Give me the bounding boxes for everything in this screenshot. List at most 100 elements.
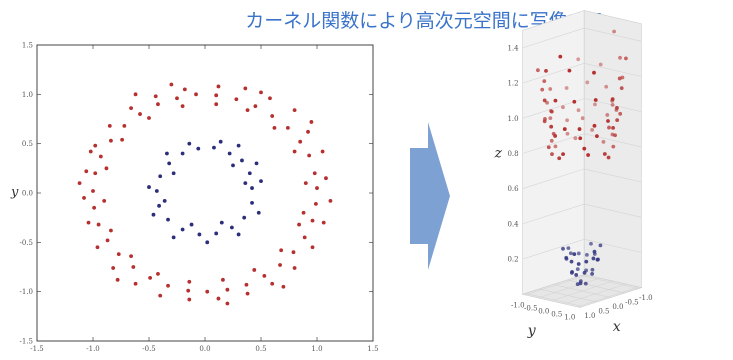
data-point (109, 138, 113, 143)
data-point (129, 106, 133, 111)
z-tick-label: 0.8 (507, 150, 518, 158)
floor-grid-line (577, 286, 639, 308)
data-point (548, 116, 553, 121)
data-point (182, 87, 187, 92)
data-point (301, 210, 306, 215)
y-tick-label: 0.0 (22, 190, 33, 198)
data-point (259, 179, 263, 184)
data-point (259, 90, 263, 95)
y-axis-label: y (527, 323, 537, 339)
data-point (315, 186, 319, 190)
data-point (565, 131, 570, 136)
data-point (105, 238, 110, 243)
data-point (158, 293, 163, 298)
data-point (240, 158, 244, 163)
data-point (292, 266, 297, 270)
data-point (612, 29, 616, 34)
data-point (196, 146, 201, 151)
data-point (102, 198, 107, 203)
figure-title: カーネル関数により高次元空間に写像する。 (245, 10, 625, 32)
data-point (175, 96, 179, 101)
data-point (570, 270, 574, 274)
data-point (328, 198, 333, 203)
z-grid-line (522, 133, 642, 154)
data-point (270, 114, 275, 118)
data-point (549, 124, 554, 129)
data-point (542, 79, 547, 84)
floor-grid-line (525, 293, 583, 307)
data-point (553, 134, 558, 138)
data-point (214, 102, 219, 107)
data-point (218, 139, 223, 144)
y-tick-label: 1.0 (22, 91, 33, 99)
data-point (310, 245, 315, 250)
data-point (550, 152, 554, 157)
data-point (553, 98, 558, 103)
z-grid-line (522, 203, 642, 225)
data-point (598, 243, 603, 248)
data-point (306, 129, 310, 134)
data-point (585, 80, 590, 85)
z-grid-line (522, 98, 642, 119)
data-point (613, 133, 617, 138)
data-point (601, 139, 606, 144)
data-point (147, 185, 151, 189)
data-point (197, 232, 202, 237)
floor-grid-line (564, 283, 626, 305)
data-point (303, 181, 308, 186)
data-point (582, 146, 587, 151)
x-tick-label: 0.0 (199, 345, 210, 353)
z-axis-label: z (494, 146, 503, 162)
back-pane-left (522, 10, 585, 295)
data-point (157, 203, 161, 208)
y-tick-label: 0.5 (551, 310, 562, 318)
data-point (542, 119, 547, 124)
y-tick-label: 1.5 (22, 42, 33, 50)
z-grid-line (522, 27, 642, 49)
data-point (171, 171, 176, 176)
data-point (575, 267, 580, 272)
data-point (250, 186, 254, 190)
data-point (292, 108, 297, 113)
data-point (107, 124, 112, 128)
data-point (302, 235, 307, 240)
data-point (194, 92, 198, 97)
data-point (82, 196, 86, 200)
data-point (568, 251, 573, 256)
data-point (576, 57, 581, 62)
data-point (615, 118, 620, 123)
data-point (98, 154, 103, 159)
data-point (592, 123, 597, 128)
floor-grid-line (539, 288, 597, 303)
data-point (88, 149, 93, 154)
x-tick-label: -0.5 (142, 345, 156, 353)
data-point (278, 263, 282, 267)
data-point (229, 225, 234, 230)
x-tick-label: -1.5 (30, 345, 44, 353)
data-point (151, 212, 156, 217)
data-point (558, 54, 563, 59)
data-point (576, 262, 581, 266)
data-point (156, 272, 160, 276)
y-axis-label: y (10, 185, 19, 200)
data-point (219, 220, 224, 225)
y-tick-label: 0.0 (538, 307, 549, 315)
data-point (595, 257, 600, 262)
data-point (580, 116, 585, 121)
data-point (243, 86, 248, 91)
mapping-arrow (410, 122, 450, 270)
data-point (561, 152, 565, 157)
data-point (95, 245, 100, 250)
data-point (618, 55, 622, 60)
data-point (115, 277, 120, 282)
data-point (214, 231, 219, 236)
x-tick-label: 1.0 (311, 345, 322, 353)
data-point (131, 265, 136, 269)
x-tick-label: 1.5 (367, 345, 378, 353)
data-point (187, 141, 192, 146)
data-point (120, 137, 125, 142)
z-grid-line (522, 238, 642, 260)
data-point (602, 152, 607, 156)
data-point (245, 291, 250, 296)
